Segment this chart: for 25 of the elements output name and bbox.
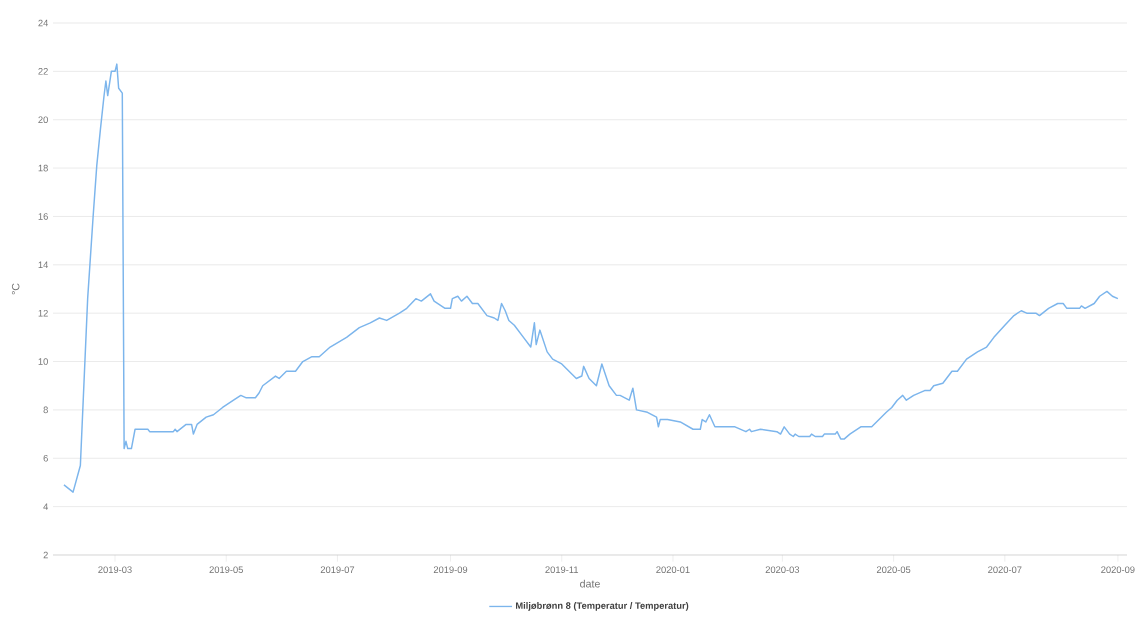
x-tick-label: 2019-11 [545,566,579,573]
y-axis-title: °C [11,283,20,295]
y-tick-label: 6 [43,454,48,462]
y-tick-label: 18 [38,164,48,172]
y-tick-label: 24 [38,19,49,27]
y-tick-label: 16 [38,213,48,220]
y-tick-label: 12 [38,309,48,317]
x-tick-label: 2020-01 [656,566,690,573]
x-tick-label: 2020-09 [1101,566,1135,573]
y-tick-label: 14 [38,261,49,269]
y-tick-label: 10 [38,358,48,365]
x-axis-title: date [580,579,600,588]
x-tick-label: 2019-09 [433,566,468,573]
x-tick-label: 2019-05 [209,566,243,573]
y-tick-label: 20 [38,116,48,124]
legend-label: Miljøbrønn 8 (Temperatur / Temperatur) [515,602,689,611]
x-tick-label: 2019-03 [98,566,132,573]
x-tick-label: 2020-05 [876,566,911,573]
x-tick-label: 2020-07 [988,566,1022,573]
y-tick-label: 4 [43,503,49,510]
x-tick-label: 2019-07 [320,566,355,573]
y-tick-label: 8 [43,406,48,414]
x-tick-label: 2020-03 [765,566,800,573]
y-tick-label: 2 [43,551,48,559]
y-tick-label: 22 [38,68,48,75]
